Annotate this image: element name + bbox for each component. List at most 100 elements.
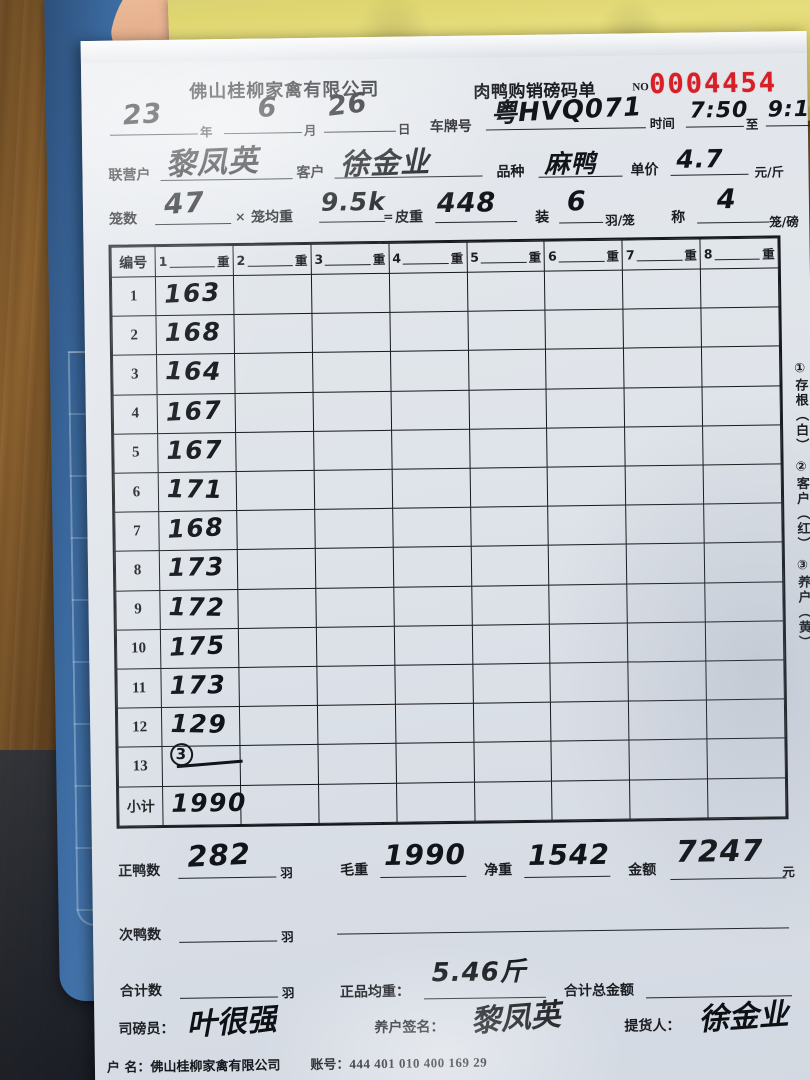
weight-cell[interactable] xyxy=(701,307,780,348)
weight-cell[interactable] xyxy=(469,427,548,469)
weight-cell[interactable] xyxy=(703,503,783,544)
weight-cell[interactable] xyxy=(626,582,706,623)
weight-cell[interactable] xyxy=(390,350,469,391)
weight-cell[interactable] xyxy=(549,622,629,664)
weight-cell[interactable] xyxy=(233,274,312,315)
weight-cell[interactable] xyxy=(395,703,474,744)
weight-cell[interactable] xyxy=(390,389,470,431)
weight-cell[interactable] xyxy=(467,349,547,390)
subtotal-cell[interactable] xyxy=(474,780,553,822)
weight-cell[interactable] xyxy=(234,392,314,433)
subtotal-cell[interactable] xyxy=(707,777,787,818)
weight-cell[interactable] xyxy=(548,505,627,546)
weight-cell[interactable] xyxy=(628,700,708,741)
weight-cell[interactable]: 167 xyxy=(157,393,236,434)
weight-cell[interactable] xyxy=(470,506,549,547)
weight-cell[interactable]: 1293 xyxy=(161,706,240,767)
weight-cell[interactable] xyxy=(472,663,551,704)
weight-cell[interactable]: 171 xyxy=(158,471,237,512)
subtotal-cell[interactable] xyxy=(629,778,709,820)
weight-cell[interactable] xyxy=(233,313,313,354)
weight-cell[interactable] xyxy=(389,311,468,352)
weight-cell[interactable]: 168 xyxy=(155,314,235,355)
weight-cell[interactable] xyxy=(235,431,314,472)
weight-cell[interactable] xyxy=(625,464,704,506)
weight-cell[interactable] xyxy=(311,312,391,353)
weight-cell[interactable] xyxy=(469,467,549,508)
weight-cell[interactable] xyxy=(317,743,397,785)
weight-cell[interactable]: 173 xyxy=(159,549,238,591)
weight-cell[interactable] xyxy=(623,347,703,388)
weight-cell[interactable] xyxy=(237,548,316,590)
weight-cell[interactable] xyxy=(236,470,315,511)
weight-cell[interactable] xyxy=(316,665,396,706)
weight-cell[interactable] xyxy=(395,742,475,783)
weight-cell[interactable] xyxy=(624,425,704,467)
weight-cell[interactable] xyxy=(625,504,705,545)
weight-cell[interactable] xyxy=(239,744,319,786)
weight-cell[interactable] xyxy=(549,583,628,624)
weight-cell[interactable] xyxy=(391,429,470,470)
weight-cell[interactable] xyxy=(626,543,705,584)
weight-cell[interactable]: 167 xyxy=(157,432,237,473)
weight-cell[interactable] xyxy=(706,699,785,740)
weight-cell[interactable] xyxy=(312,351,391,393)
weight-cell[interactable] xyxy=(471,623,551,665)
weight-cell[interactable] xyxy=(629,739,708,780)
weight-cell[interactable] xyxy=(550,701,630,742)
weight-cell[interactable] xyxy=(702,385,781,426)
weight-cell[interactable] xyxy=(470,545,550,586)
weight-cell[interactable] xyxy=(472,702,552,743)
weight-cell[interactable] xyxy=(702,424,782,465)
weight-cell[interactable] xyxy=(545,309,624,350)
weight-cell[interactable] xyxy=(389,272,468,313)
weight-cell[interactable] xyxy=(545,348,625,389)
weight-cell[interactable] xyxy=(700,267,779,309)
weight-cell[interactable] xyxy=(239,705,318,746)
weight-cell[interactable] xyxy=(705,620,784,661)
subtotal-cell[interactable] xyxy=(240,784,319,825)
weight-cell[interactable] xyxy=(546,426,626,468)
weight-cell[interactable] xyxy=(704,542,783,583)
weight-cell[interactable] xyxy=(392,546,472,587)
weight-cell[interactable] xyxy=(622,268,702,310)
weight-cell[interactable]: 164 xyxy=(156,353,235,395)
weight-cell[interactable] xyxy=(234,352,313,394)
weight-cell[interactable] xyxy=(236,509,315,550)
weight-cell[interactable] xyxy=(315,586,394,628)
weight-cell[interactable] xyxy=(701,346,780,387)
weight-cell[interactable] xyxy=(392,507,471,548)
weight-cell[interactable] xyxy=(468,388,547,430)
subtotal-cell[interactable] xyxy=(551,779,631,821)
weight-cell[interactable]: 175 xyxy=(160,628,239,669)
weight-cell[interactable] xyxy=(313,469,393,510)
weight-cell[interactable] xyxy=(624,386,703,427)
weight-cell[interactable]: 172 xyxy=(159,589,239,630)
weight-cell[interactable] xyxy=(473,741,552,782)
weight-cell[interactable] xyxy=(314,547,394,589)
weight-cell[interactable]: 173 xyxy=(160,667,240,708)
weight-cell[interactable] xyxy=(466,271,546,312)
weight-cell[interactable] xyxy=(317,704,396,745)
weight-cell[interactable] xyxy=(312,390,392,432)
weight-cell[interactable]: 168 xyxy=(158,510,238,551)
weight-cell[interactable] xyxy=(316,626,395,667)
weight-cell[interactable] xyxy=(311,273,390,314)
weight-cell[interactable] xyxy=(705,659,785,701)
weight-cell[interactable] xyxy=(314,508,393,549)
weight-cell[interactable]: 163 xyxy=(155,275,234,316)
weight-cell[interactable] xyxy=(393,585,472,627)
weight-cell[interactable] xyxy=(238,666,318,707)
weight-cell[interactable] xyxy=(161,745,243,787)
subtotal-cell[interactable] xyxy=(396,781,475,823)
weight-cell[interactable] xyxy=(703,463,782,505)
weight-cell[interactable] xyxy=(237,588,317,629)
weight-cell[interactable] xyxy=(391,468,471,509)
weight-cell[interactable] xyxy=(394,664,473,705)
weight-cell[interactable] xyxy=(628,660,707,702)
weight-cell[interactable] xyxy=(547,466,626,507)
subtotal-cell[interactable]: 1990 xyxy=(162,785,247,826)
weight-cell[interactable] xyxy=(707,738,786,779)
weight-cell[interactable] xyxy=(546,387,625,428)
weight-cell[interactable] xyxy=(548,544,627,585)
